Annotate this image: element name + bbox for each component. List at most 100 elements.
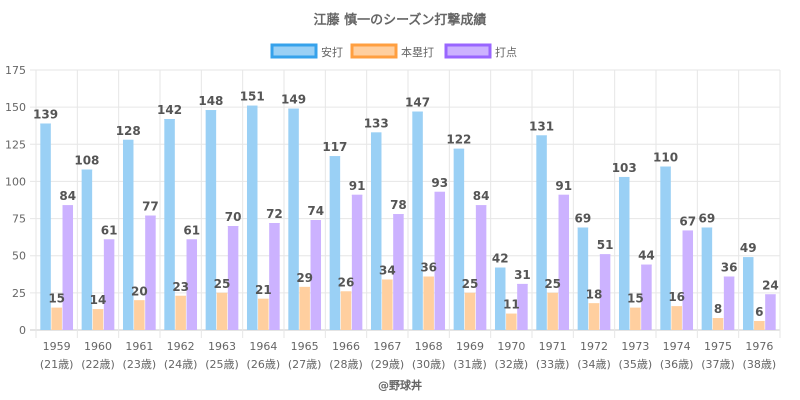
- legend-item-2[interactable]: 本塁打: [350, 43, 434, 59]
- data-label: 8: [714, 302, 722, 316]
- bar-本塁打: [216, 292, 228, 330]
- x-tick-sublabel: (36歳): [660, 358, 694, 371]
- x-tick-sublabel: (25歳): [205, 358, 239, 371]
- legend[interactable]: 安打 本塁打 打点: [270, 43, 517, 59]
- bar-本塁打: [547, 292, 558, 330]
- bar-打点: [269, 223, 280, 330]
- bar-打点: [682, 230, 694, 330]
- x-tick-sublabel: (27歳): [288, 358, 322, 371]
- x-tick-sublabel: (34歳): [577, 358, 611, 371]
- x-tick-label: 1963: [208, 340, 236, 353]
- bar-安打: [246, 105, 258, 331]
- bar-安打: [412, 111, 423, 330]
- x-tick-sublabel: (35歳): [619, 358, 653, 371]
- legend-label: 本塁打: [401, 45, 434, 59]
- data-label: 51: [597, 238, 614, 252]
- bar-打点: [393, 214, 404, 330]
- bars: [40, 105, 776, 331]
- data-label: 122: [446, 133, 471, 147]
- bar-本塁打: [92, 309, 104, 330]
- bar-打点: [765, 294, 776, 330]
- data-label: 42: [492, 252, 509, 266]
- data-label: 15: [627, 292, 644, 306]
- legend-item-3[interactable]: 打点: [444, 43, 517, 59]
- bar-打点: [434, 191, 446, 330]
- bar-打点: [186, 239, 198, 330]
- data-label: 23: [172, 280, 189, 294]
- x-tick-label: 1959: [43, 340, 71, 353]
- legend-item-1[interactable]: 安打: [270, 43, 343, 59]
- data-label: 61: [101, 223, 118, 237]
- bar-本塁打: [671, 306, 682, 330]
- bar-本塁打: [464, 292, 476, 330]
- bar-本塁打: [340, 291, 352, 330]
- data-label: 131: [529, 119, 554, 133]
- bar-本塁打: [134, 300, 145, 330]
- bar-打点: [723, 276, 735, 330]
- bar-打点: [310, 220, 322, 330]
- x-tick-label: 1970: [497, 340, 525, 353]
- x-axis: 1959 (21歳) 1960 (22歳) 1961 (23歳) 1962 (24歳) 1963…: [40, 340, 776, 371]
- data-label: 20: [131, 284, 148, 298]
- x-tick-label: 1972: [580, 340, 608, 353]
- x-tick-label: 1964: [249, 340, 277, 353]
- data-label: 49: [740, 241, 757, 255]
- data-label: 117: [322, 140, 347, 154]
- x-tick-sublabel: (26歳): [247, 358, 281, 371]
- bar-打点: [145, 215, 156, 330]
- data-label: 103: [612, 161, 637, 175]
- bar-安打: [164, 119, 175, 331]
- data-label: 72: [266, 207, 283, 221]
- bar-安打: [81, 169, 93, 330]
- bar-打点: [351, 194, 363, 330]
- data-label: 44: [638, 249, 655, 263]
- x-tick-label: 1976: [745, 340, 773, 353]
- data-label: 139: [33, 107, 58, 121]
- data-label: 74: [307, 204, 324, 218]
- data-label: 91: [349, 179, 366, 193]
- bar-本塁打: [299, 286, 310, 330]
- bar-安打: [40, 123, 51, 330]
- bar-安打: [577, 227, 589, 330]
- bar-打点: [475, 205, 487, 330]
- y-tick-label: 50: [12, 250, 26, 263]
- x-tick-sublabel: (38歳): [743, 358, 777, 371]
- bar-本塁打: [175, 295, 186, 330]
- data-label: 21: [255, 283, 272, 297]
- data-label: 147: [405, 96, 430, 110]
- legend-label: 打点: [495, 45, 517, 59]
- y-axis: 0 25 50 75 100 125 150 175: [5, 64, 26, 337]
- y-tick-label: 125: [5, 138, 26, 151]
- x-tick-sublabel: (30歳): [412, 358, 446, 371]
- x-tick-label: 1965: [291, 340, 319, 353]
- data-label: 31: [514, 268, 531, 282]
- data-label: 128: [116, 124, 141, 138]
- bar-本塁打: [382, 279, 393, 330]
- y-tick-label: 25: [12, 287, 26, 300]
- bar-打点: [62, 205, 74, 330]
- bar-打点: [599, 254, 611, 330]
- data-label: 24: [762, 278, 779, 292]
- x-tick-sublabel: (24歳): [164, 358, 198, 371]
- data-label: 69: [575, 211, 592, 225]
- legend-swatch: [270, 43, 318, 59]
- x-tick-label: 1971: [539, 340, 567, 353]
- x-tick-sublabel: (33歳): [536, 358, 570, 371]
- grid: [30, 69, 781, 338]
- bar-安打: [701, 227, 713, 330]
- legend-label: 安打: [321, 45, 343, 59]
- bar-本塁打: [506, 313, 517, 330]
- data-label: 70: [225, 210, 242, 224]
- bar-本塁打: [754, 321, 765, 330]
- data-label: 36: [420, 261, 437, 275]
- data-label: 133: [364, 116, 389, 130]
- data-label: 108: [74, 154, 99, 168]
- bar-安打: [329, 156, 341, 330]
- data-label: 142: [157, 103, 182, 117]
- data-label: 26: [338, 275, 355, 289]
- x-tick-sublabel: (23歳): [123, 358, 157, 371]
- chart-title: 江藤 慎一のシーズン打撃成績: [314, 12, 487, 28]
- bar-本塁打: [423, 276, 434, 330]
